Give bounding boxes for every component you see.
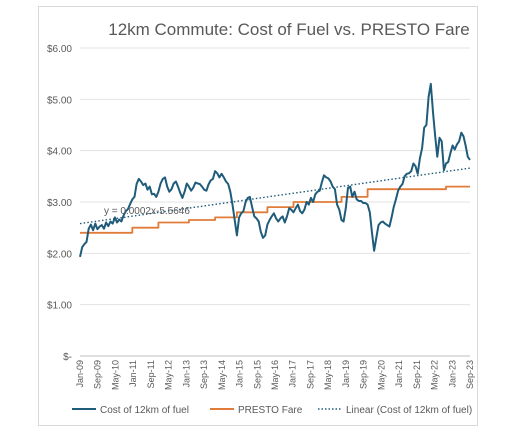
x-tick-label: Sep-21 (412, 360, 422, 389)
x-tick-label: Sep-17 (305, 360, 315, 389)
series-line-0 (79, 82, 471, 258)
x-tick-label: May-18 (323, 360, 333, 390)
x-tick-label: May-22 (430, 360, 440, 390)
x-tick-label: May-10 (110, 360, 120, 390)
y-axis-ticks: $- $1.00 $2.00 $3.00 $4.00 $5.00 $6.00 (47, 44, 72, 363)
x-tick-label: Sep-11 (146, 360, 156, 388)
x-tick-label: Jan-19 (341, 360, 351, 388)
series-line-2 (79, 167, 471, 225)
x-tick-label: May-14 (217, 360, 227, 390)
x-tick-label: Sep-09 (93, 360, 103, 389)
x-tick-label: May-12 (164, 360, 174, 390)
x-tick-label: Sep-19 (359, 360, 369, 389)
y-tick-label: $1.00 (47, 301, 72, 312)
x-tick-label: Jan-11 (128, 360, 138, 387)
trendline-equation: y = 0.0002x-5.5646 (104, 206, 190, 217)
x-tick-label: Jan-23 (447, 360, 457, 388)
legend-label: Cost of 12km of fuel (100, 405, 189, 416)
y-tick-label: $3.00 (47, 198, 72, 209)
y-tick-label: $6.00 (47, 44, 72, 55)
legend-label: PRESTO Fare (238, 405, 303, 416)
x-tick-label: Sep-15 (252, 360, 262, 389)
y-tick-label: $- (63, 352, 72, 363)
y-tick-label: $2.00 (47, 249, 72, 260)
x-tick-label: May-20 (376, 360, 386, 390)
gridlines (80, 47, 470, 357)
x-tick-label: Jan-17 (288, 360, 298, 388)
y-tick-label: $4.00 (47, 147, 72, 158)
x-tick-label: May-16 (270, 360, 280, 390)
legend-label: Linear (Cost of 12km of fuel) (346, 405, 472, 416)
x-tick-label: Jan-13 (181, 360, 191, 388)
x-tick-label: Jan-15 (235, 360, 245, 388)
series-line-1 (80, 185, 470, 234)
plot-area (79, 82, 471, 258)
legend: Cost of 12km of fuel PRESTO Fare Linear (C… (72, 405, 472, 416)
x-tick-label: Sep-23 (465, 360, 475, 389)
x-tick-label: Jan-21 (394, 360, 404, 388)
x-tick-label: Sep-13 (199, 360, 209, 389)
x-tick-label: Jan-09 (75, 360, 85, 388)
x-axis-ticks: Jan-09 Sep-09 May-10 Jan-11 Sep-11 May-12 Jan-… (75, 360, 475, 390)
y-tick-label: $5.00 (47, 95, 72, 106)
chart-title: 12km Commute: Cost of Fuel vs. PRESTO Fa… (108, 20, 470, 39)
